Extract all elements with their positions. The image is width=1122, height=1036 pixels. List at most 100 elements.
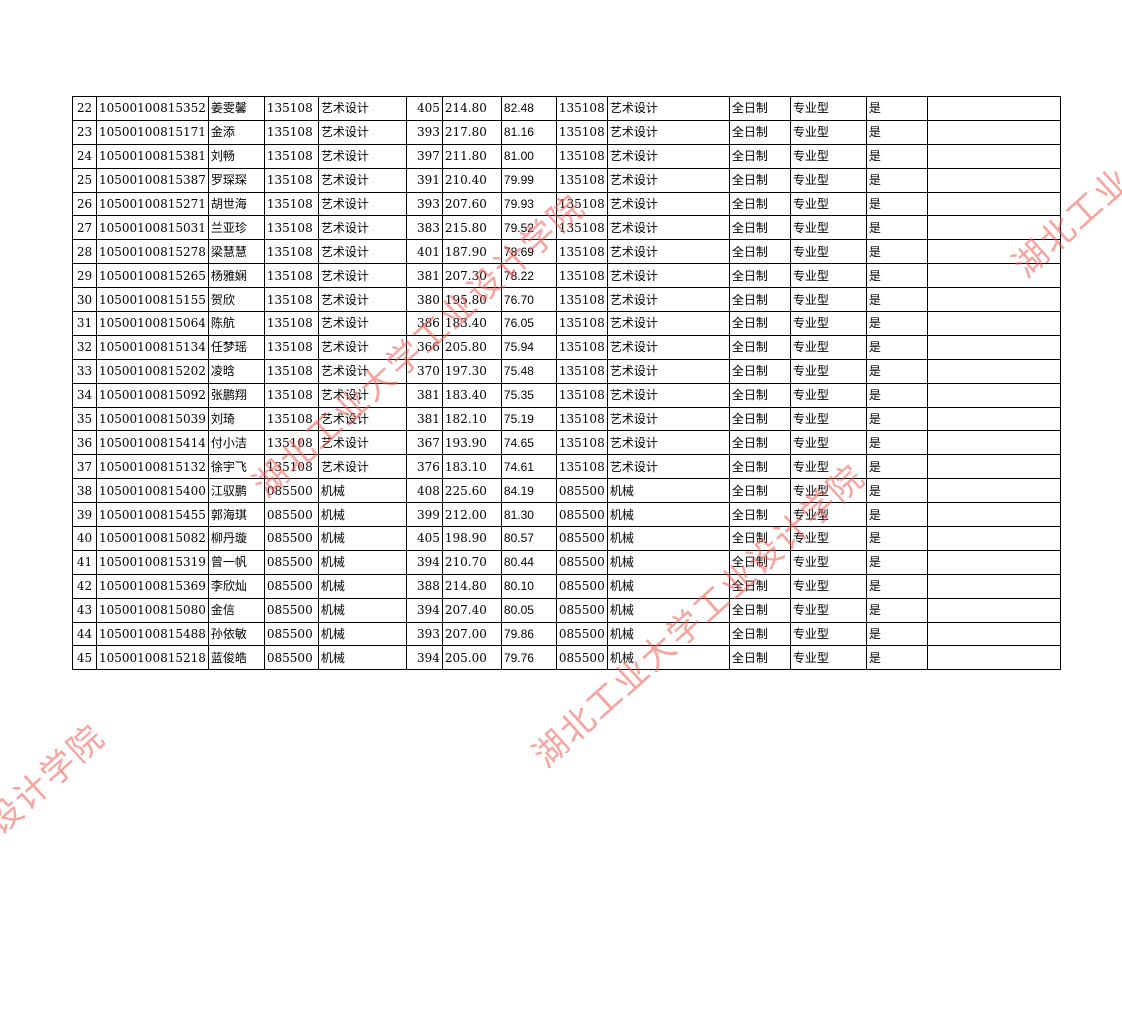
cell-total-score: 74.61 bbox=[500, 454, 557, 480]
cell-major-name: 艺术设计 bbox=[317, 358, 407, 384]
cell-degree-type: 专业型 bbox=[789, 597, 867, 623]
cell-major-code: 135108 bbox=[263, 311, 319, 336]
cell-admit-major-code: 135108 bbox=[555, 430, 608, 456]
cell-name: 胡世海 bbox=[207, 191, 265, 217]
cell-exam-id: 10500100815132 bbox=[96, 454, 209, 480]
cell-remark bbox=[926, 549, 1061, 575]
cell-first-score: 394 bbox=[405, 645, 443, 671]
cell-degree-type: 专业型 bbox=[789, 119, 867, 145]
cell-second-score: 207.00 bbox=[441, 621, 502, 647]
cell-admit-major-code: 135108 bbox=[555, 311, 608, 336]
cell-total-score: 74.65 bbox=[500, 430, 557, 456]
cell-second-score: 205.00 bbox=[441, 645, 502, 671]
table-row: 37 10500100815132 徐宇飞 135108 艺术设计 376 183.10 74… bbox=[72, 454, 1061, 480]
cell-name: 李欣灿 bbox=[207, 573, 265, 599]
table-row: 30 10500100815155 贺欣 135108 艺术设计 380 195.80 76.… bbox=[72, 287, 1061, 313]
cell-major-name: 机械 bbox=[317, 573, 407, 599]
cell-admitted: 是 bbox=[865, 573, 928, 599]
table-row: 41 10500100815319 曾一帆 085500 机械 394 210.70 80.4… bbox=[72, 549, 1061, 575]
cell-study-mode: 全日制 bbox=[728, 311, 791, 336]
cell-total-score: 82.48 bbox=[500, 96, 557, 121]
cell-degree-type: 专业型 bbox=[789, 358, 867, 384]
table-row: 42 10500100815369 李欣灿 085500 机械 388 214.80 80.1… bbox=[72, 573, 1061, 599]
cell-exam-id: 10500100815155 bbox=[96, 287, 209, 313]
cell-total-score: 79.76 bbox=[500, 645, 557, 671]
cell-admitted: 是 bbox=[865, 454, 928, 480]
cell-total-score: 80.44 bbox=[500, 549, 557, 575]
cell-degree-type: 专业型 bbox=[789, 239, 867, 265]
cell-admit-major-code: 085500 bbox=[555, 526, 608, 551]
cell-admit-major-code: 085500 bbox=[555, 549, 608, 575]
cell-first-score: 391 bbox=[405, 167, 443, 193]
cell-major-code: 135108 bbox=[263, 263, 319, 289]
cell-second-score: 183.40 bbox=[441, 382, 502, 408]
cell-exam-id: 10500100815400 bbox=[96, 478, 209, 504]
cell-degree-type: 专业型 bbox=[789, 478, 867, 504]
cell-remark bbox=[926, 167, 1061, 193]
table-row: 38 10500100815400 江驭鹏 085500 机械 408 225.60 84.1… bbox=[72, 478, 1061, 504]
cell-study-mode: 全日制 bbox=[728, 143, 791, 169]
cell-name: 凌晗 bbox=[207, 358, 265, 384]
cell-admit-major-name: 艺术设计 bbox=[606, 239, 730, 265]
cell-second-score: 195.80 bbox=[441, 287, 502, 313]
cell-name: 郭海琪 bbox=[207, 502, 265, 528]
cell-study-mode: 全日制 bbox=[728, 502, 791, 528]
table-row: 25 10500100815387 罗琛琛 135108 艺术设计 391 210.40 79… bbox=[72, 167, 1061, 193]
cell-remark bbox=[926, 526, 1061, 551]
cell-major-code: 135108 bbox=[263, 191, 319, 217]
cell-second-score: 210.70 bbox=[441, 549, 502, 575]
cell-remark bbox=[926, 573, 1061, 599]
cell-second-score: 182.10 bbox=[441, 406, 502, 432]
cell-first-score: 393 bbox=[405, 119, 443, 145]
cell-admit-major-name: 艺术设计 bbox=[606, 406, 730, 432]
cell-admit-major-code: 135108 bbox=[555, 454, 608, 480]
cell-total-score: 80.57 bbox=[500, 526, 557, 551]
cell-admitted: 是 bbox=[865, 406, 928, 432]
cell-admitted: 是 bbox=[865, 215, 928, 241]
cell-name: 张鹏翔 bbox=[207, 382, 265, 408]
cell-admit-major-name: 机械 bbox=[606, 526, 730, 551]
cell-remark bbox=[926, 645, 1061, 671]
cell-exam-id: 10500100815031 bbox=[96, 215, 209, 241]
cell-name: 罗琛琛 bbox=[207, 167, 265, 193]
cell-exam-id: 10500100815092 bbox=[96, 382, 209, 408]
cell-admit-major-name: 机械 bbox=[606, 573, 730, 599]
cell-row-number: 31 bbox=[72, 311, 97, 336]
cell-second-score: 183.40 bbox=[441, 311, 502, 336]
cell-study-mode: 全日制 bbox=[728, 167, 791, 193]
cell-admitted: 是 bbox=[865, 358, 928, 384]
cell-row-number: 28 bbox=[72, 239, 97, 265]
cell-row-number: 32 bbox=[72, 334, 97, 360]
cell-exam-id: 10500100815381 bbox=[96, 143, 209, 169]
cell-row-number: 36 bbox=[72, 430, 97, 456]
cell-study-mode: 全日制 bbox=[728, 526, 791, 551]
cell-degree-type: 专业型 bbox=[789, 502, 867, 528]
cell-name: 刘畅 bbox=[207, 143, 265, 169]
cell-first-score: 393 bbox=[405, 191, 443, 217]
cell-admitted: 是 bbox=[865, 334, 928, 360]
cell-study-mode: 全日制 bbox=[728, 645, 791, 671]
cell-admit-major-name: 艺术设计 bbox=[606, 143, 730, 169]
cell-major-name: 机械 bbox=[317, 526, 407, 551]
cell-second-score: 193.90 bbox=[441, 430, 502, 456]
cell-degree-type: 专业型 bbox=[789, 96, 867, 121]
table-row: 22 10500100815352 姜雯馨 135108 艺术设计 405 214.80 82… bbox=[72, 96, 1061, 121]
cell-row-number: 34 bbox=[72, 382, 97, 408]
cell-first-score: 405 bbox=[405, 526, 443, 551]
cell-exam-id: 10500100815082 bbox=[96, 526, 209, 551]
cell-name: 姜雯馨 bbox=[207, 96, 265, 121]
cell-study-mode: 全日制 bbox=[728, 549, 791, 575]
cell-major-code: 135108 bbox=[263, 334, 319, 360]
cell-row-number: 30 bbox=[72, 287, 97, 313]
table-row: 29 10500100815265 杨雅娴 135108 艺术设计 381 207.30 78… bbox=[72, 263, 1061, 289]
cell-admit-major-name: 机械 bbox=[606, 621, 730, 647]
cell-first-score: 376 bbox=[405, 454, 443, 480]
table-row: 45 10500100815218 蓝俊皓 085500 机械 394 205.00 79.7… bbox=[72, 645, 1061, 671]
cell-degree-type: 专业型 bbox=[789, 382, 867, 408]
cell-admit-major-code: 085500 bbox=[555, 502, 608, 528]
cell-major-name: 艺术设计 bbox=[317, 167, 407, 193]
cell-admit-major-code: 085500 bbox=[555, 478, 608, 504]
cell-admit-major-name: 机械 bbox=[606, 549, 730, 575]
cell-exam-id: 10500100815414 bbox=[96, 430, 209, 456]
cell-study-mode: 全日制 bbox=[728, 430, 791, 456]
